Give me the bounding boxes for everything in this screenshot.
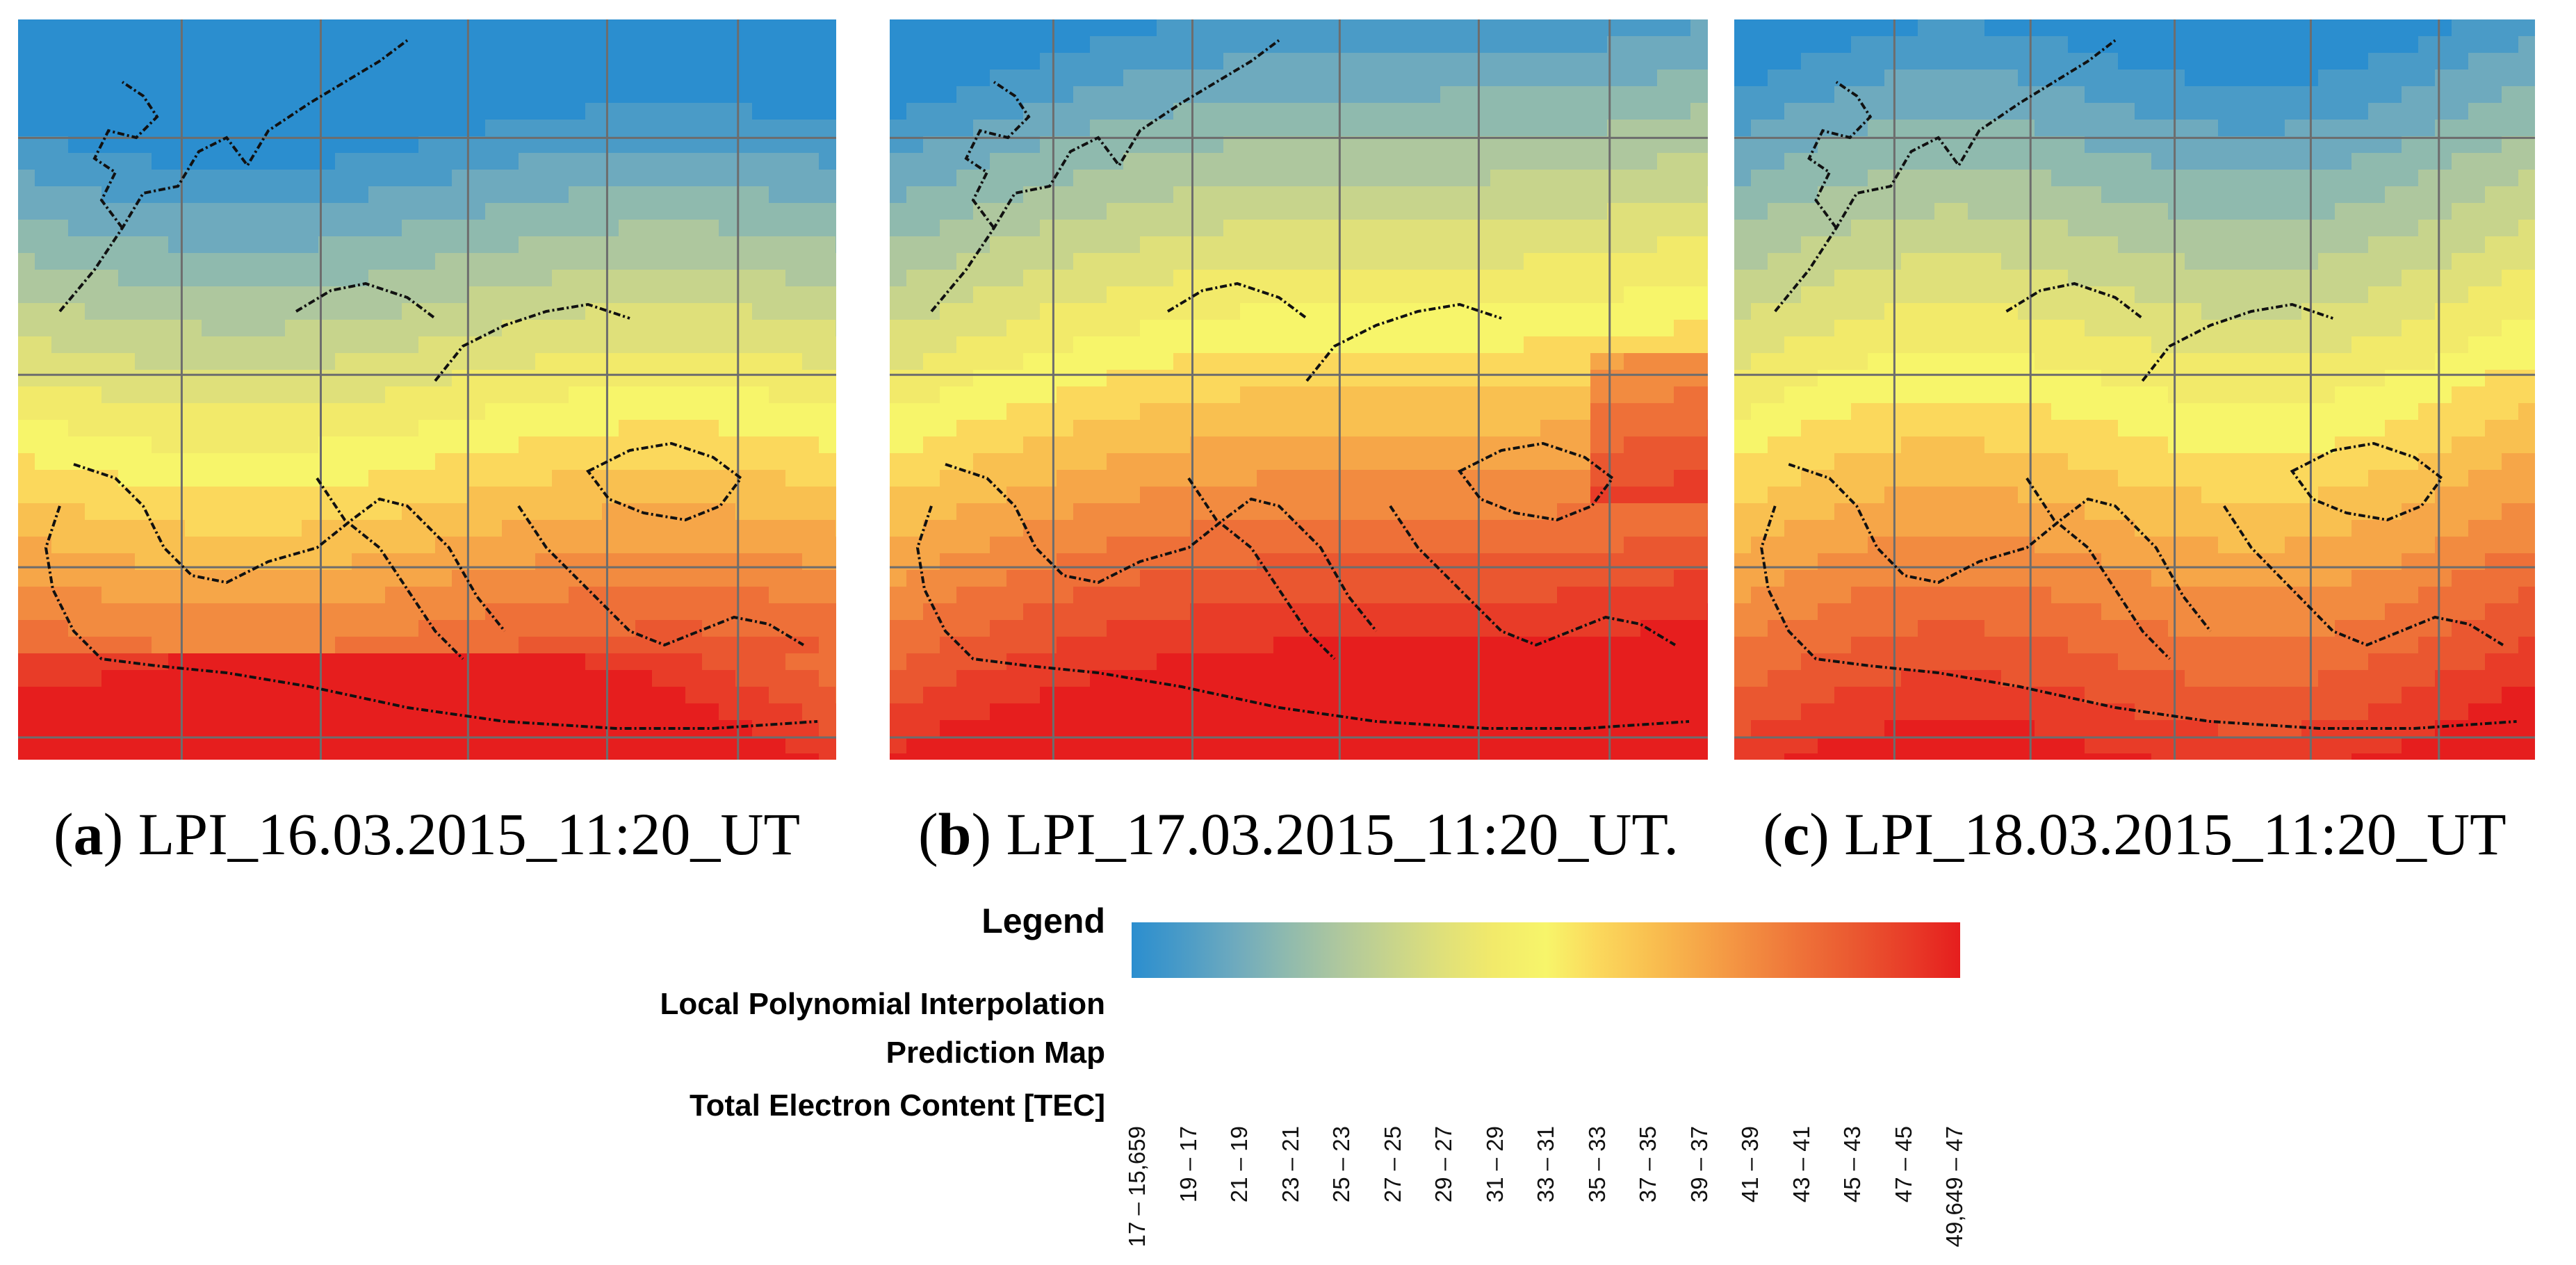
legend-class-label: 25 – 23	[1326, 1126, 1357, 1265]
legend-class-label: 19 – 17	[1173, 1126, 1204, 1265]
tec-map-c	[1734, 19, 2535, 760]
legend-color-ramp	[1132, 922, 1960, 978]
legend-class-label: 27 – 25	[1378, 1126, 1408, 1265]
legend-class-label: 17 – 15,659	[1122, 1126, 1152, 1265]
legend-class-label: 35 – 33	[1582, 1126, 1613, 1265]
legend-class-label: 31 – 29	[1480, 1126, 1510, 1265]
map-panel-c	[1734, 19, 2535, 760]
legend-variable: Total Electron Content [TEC]	[690, 1088, 1105, 1123]
map-panel-b	[890, 19, 1708, 760]
legend-class-label: 39 – 37	[1684, 1126, 1715, 1265]
legend-class-label: 41 – 39	[1735, 1126, 1766, 1265]
legend-class-label: 43 – 41	[1786, 1126, 1817, 1265]
legend-class-label: 37 – 35	[1633, 1126, 1663, 1265]
legend-title: Legend	[981, 901, 1105, 941]
tec-map-a	[18, 19, 836, 760]
legend-class-label: 45 – 43	[1837, 1126, 1868, 1265]
legend-class-label: 29 – 27	[1428, 1126, 1459, 1265]
caption-a: (a) LPI_16.03.2015_11:20_UT	[17, 799, 837, 869]
legend-map-type: Prediction Map	[886, 1036, 1105, 1070]
legend-class-label: 21 – 19	[1224, 1126, 1255, 1265]
legend-method: Local Polynomial Interpolation	[660, 987, 1105, 1022]
legend-class-label: 49,649 – 47	[1939, 1126, 1970, 1265]
legend-class-label: 33 – 31	[1531, 1126, 1561, 1265]
caption-c: (c) LPI_18.03.2015_11:20_UT	[1734, 799, 2535, 869]
legend-class-label: 23 – 21	[1275, 1126, 1306, 1265]
legend-class-label: 47 – 45	[1889, 1126, 1919, 1265]
caption-b: (b) LPI_17.03.2015_11:20_UT.	[888, 799, 1709, 869]
tec-map-b	[890, 19, 1708, 760]
map-panel-a	[18, 19, 836, 760]
